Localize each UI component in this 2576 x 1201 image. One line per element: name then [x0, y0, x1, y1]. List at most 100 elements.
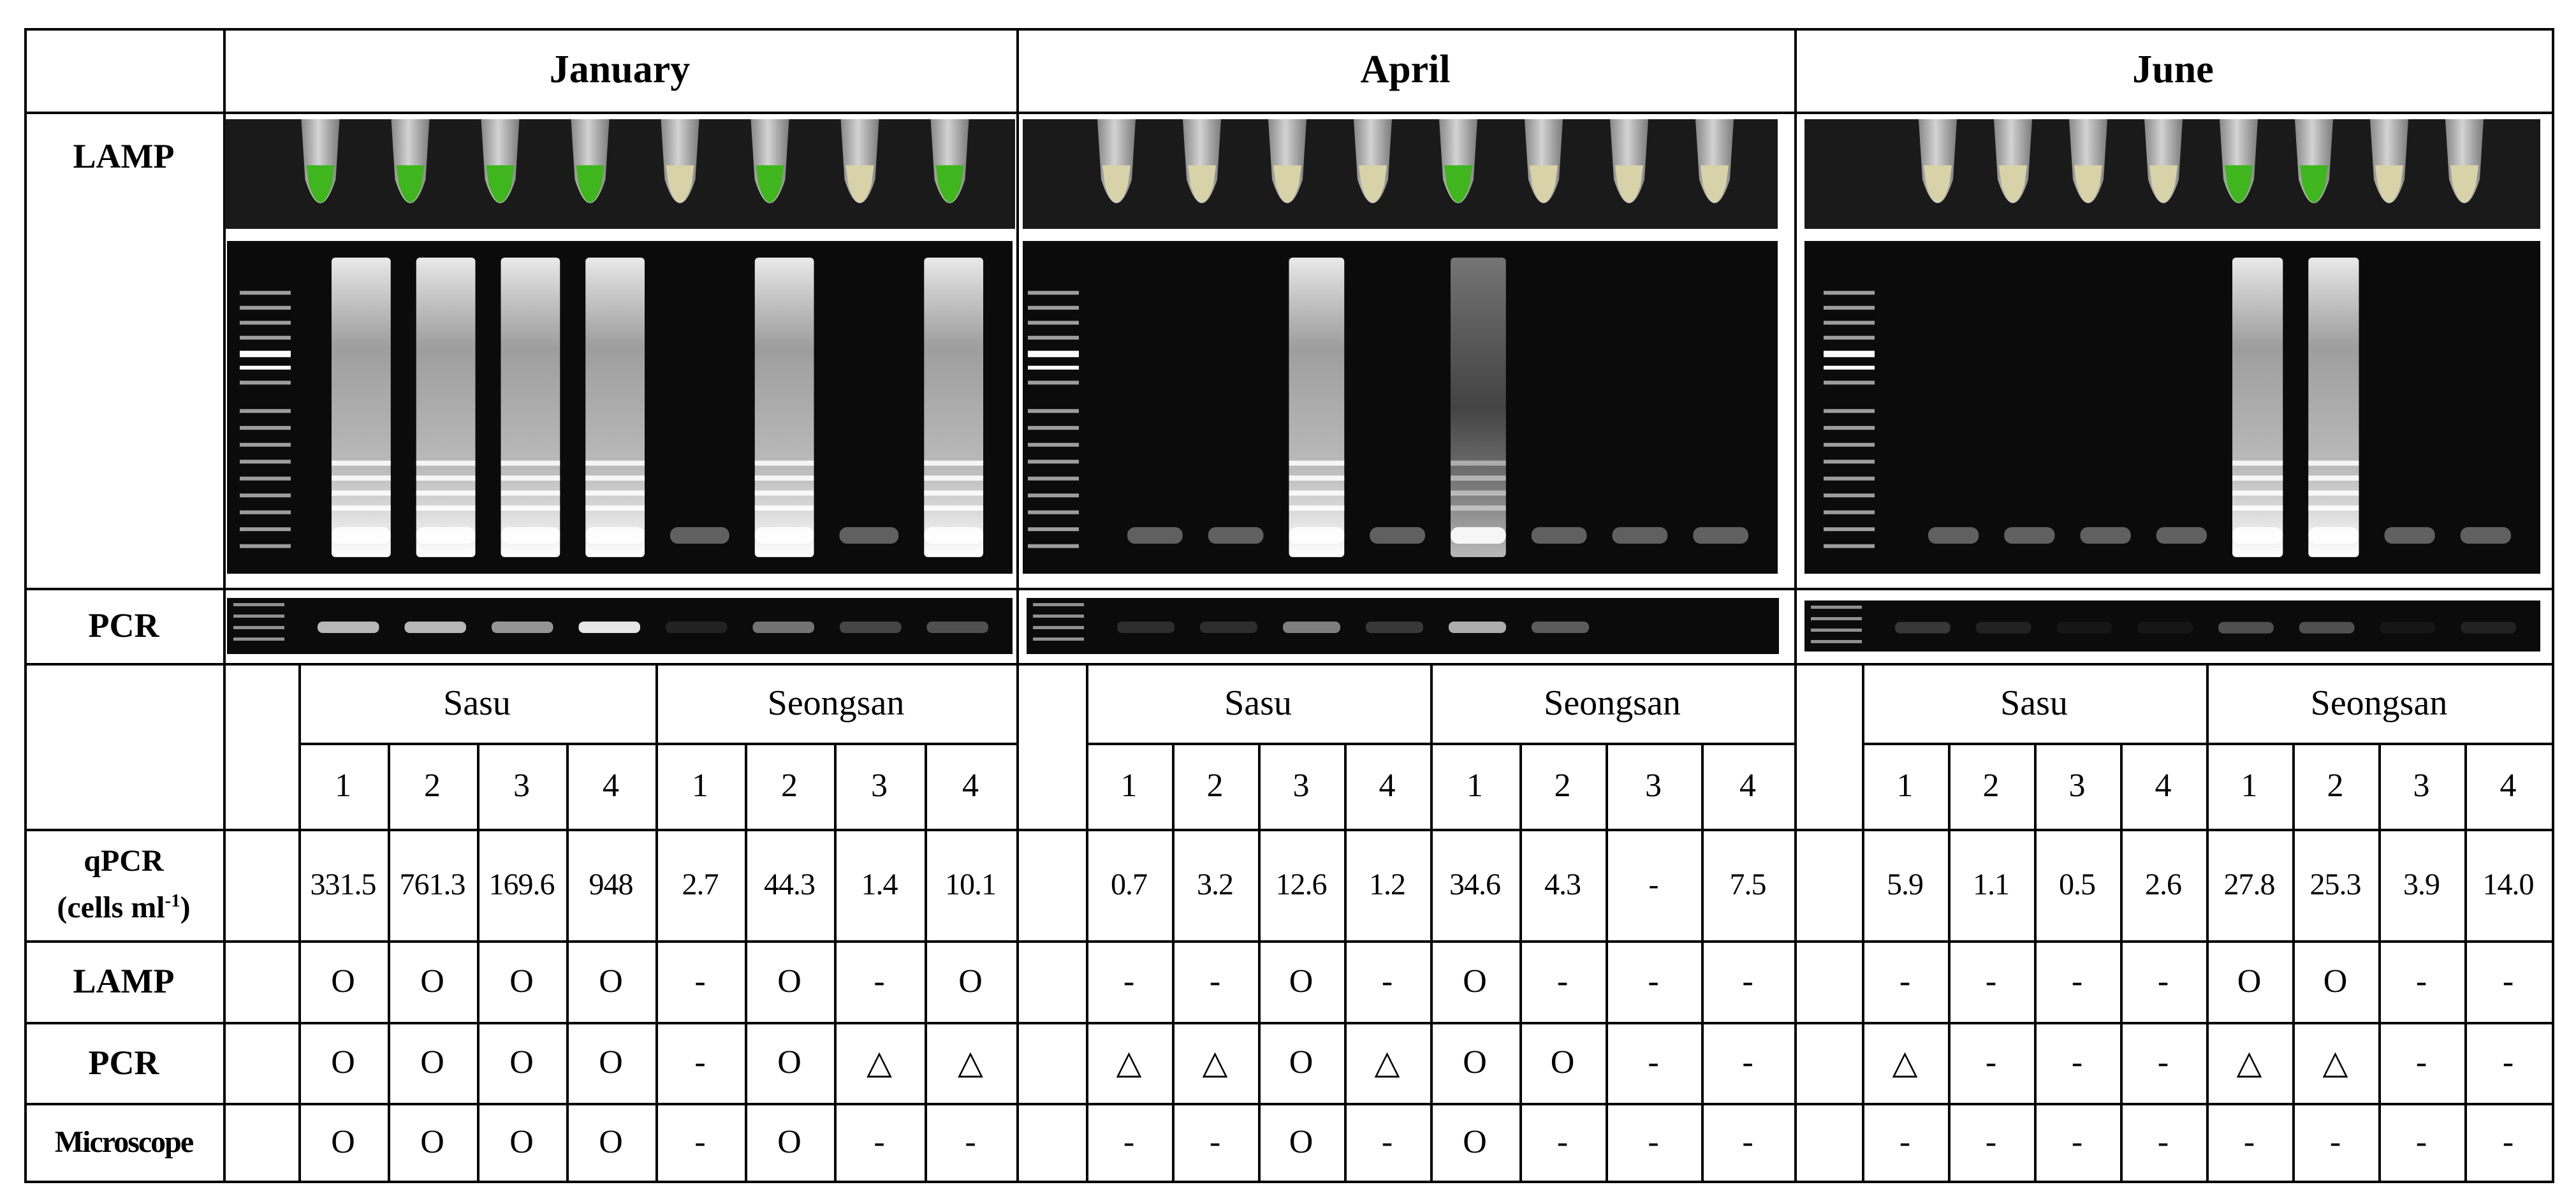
lamp-cell: - [874, 963, 885, 1000]
tube-liquid [2375, 165, 2403, 203]
pcr-cell: O [1550, 1044, 1575, 1081]
pcr-cell: - [2157, 1044, 2169, 1081]
qpcr-cell: 34.6 [1449, 868, 1501, 901]
column-rule [2292, 743, 2295, 1181]
gel-background [1804, 600, 2540, 651]
pcr-band [318, 621, 379, 633]
primer-dimer-band [1451, 527, 1506, 544]
qpcr-cell: 14.0 [2482, 868, 2535, 901]
qpcr-cell: 10.1 [945, 868, 997, 901]
pcr-gel-june [1804, 600, 2540, 651]
lamp-lane-smear [416, 258, 476, 557]
pcr-band [1366, 621, 1423, 633]
pcr-band [752, 621, 814, 633]
tube-liquid [935, 165, 964, 203]
ladder-band [1028, 409, 1079, 413]
column-rule [834, 743, 837, 1181]
lamp-lane-band [2308, 505, 2359, 511]
primer-dimer-band [670, 527, 729, 544]
tube-liquid [756, 165, 784, 203]
qpcr-cell: 7.5 [1729, 868, 1767, 901]
column-rule [2464, 743, 2467, 1181]
microscope-cell: O [777, 1123, 801, 1160]
microscope-cell: O [1289, 1123, 1314, 1160]
microscope-cell: - [1209, 1123, 1221, 1160]
sample-number: 2 [781, 768, 798, 804]
gel-background [1804, 241, 2540, 574]
lamp-tube-photo-june [1804, 119, 2540, 229]
lamp-lane-band [1289, 505, 1345, 511]
primer-dimer-band [2308, 527, 2359, 544]
sample-number: 1 [1467, 768, 1483, 804]
ladder-band [1028, 527, 1079, 532]
lamp-lane-band [1289, 460, 1345, 466]
ladder-band [1824, 442, 1875, 447]
primer-dimer-band [2156, 527, 2207, 544]
column-rule [1948, 743, 1950, 1181]
lamp-lane-band [585, 505, 645, 511]
microscope-cell: - [2329, 1123, 2341, 1160]
header-rule [24, 112, 2552, 114]
lamp-lane-smear [501, 258, 560, 557]
ladder-band [1824, 426, 1875, 430]
lamp-lane-band [1451, 490, 1506, 496]
pcr-band [1895, 622, 1950, 634]
lamp-tube-photo-april [1023, 119, 1778, 229]
lamp-lane-band [585, 490, 645, 496]
lamp-lane-band [2232, 476, 2283, 481]
pcr-cell: △ [1202, 1044, 1228, 1081]
tube-liquid [845, 165, 874, 203]
location-seongsan: Seongsan [2310, 683, 2448, 723]
ladder-band [240, 460, 291, 464]
microscope-cell: - [965, 1123, 976, 1160]
ladder-band [1028, 510, 1079, 514]
tube-liquid [1701, 165, 1729, 203]
ladder-band [1811, 606, 1862, 609]
ladder-band [1028, 351, 1079, 358]
microscope-cell: O [599, 1123, 623, 1160]
microscope-cell: - [1985, 1123, 1997, 1160]
block-spacer-rule [1862, 663, 1864, 1181]
pcr-band [1532, 621, 1589, 633]
column-rule [745, 743, 747, 1181]
lamp-gel-april [1023, 241, 1778, 574]
column-rule [2034, 743, 2037, 1181]
pcr-band [1449, 621, 1506, 633]
lamp-lane-band [1451, 460, 1506, 466]
pcr-gel-january [227, 598, 1013, 654]
location-sasu: Sasu [443, 683, 511, 723]
table-border-right [2552, 28, 2554, 1183]
lamp-lane-band [2308, 490, 2359, 496]
location-sasu: Sasu [2000, 683, 2068, 723]
ladder-band [1824, 409, 1875, 413]
lamp-cell: - [2415, 963, 2427, 1000]
photo-background [1023, 119, 1778, 229]
microscope-cell: - [1381, 1123, 1393, 1160]
qpcr-label-line1: qPCR [84, 844, 164, 878]
ladder-band [1028, 291, 1079, 295]
lamp-lane-band [754, 490, 814, 496]
lamp-lane-band [1289, 476, 1345, 481]
pcr-cell: - [2415, 1044, 2427, 1081]
lamp-cell: O [2237, 963, 2262, 1000]
sample-number: 2 [424, 768, 441, 804]
sample-number: 4 [603, 768, 619, 804]
sample-number: 4 [1379, 768, 1396, 804]
qpcr-cell: 4.3 [1544, 868, 1581, 901]
lamp-lane-band [2232, 490, 2283, 496]
table-border-bottom [24, 1181, 2552, 1183]
ladder-band [233, 637, 284, 641]
column-rule [1172, 743, 1175, 1181]
lamp-lane-band [332, 490, 391, 496]
ladder-band [240, 426, 291, 430]
sample-number: 1 [692, 768, 708, 804]
lamp-row-rule [24, 1022, 2552, 1024]
sample-number: 2 [1982, 768, 2000, 804]
month-header-january: January [549, 48, 691, 91]
lamp-lane-band [924, 490, 983, 496]
pcr-band [1117, 621, 1175, 633]
tube-liquid [306, 165, 335, 203]
location-divider [2206, 663, 2209, 1181]
lamp-cell: - [1556, 963, 1569, 1000]
